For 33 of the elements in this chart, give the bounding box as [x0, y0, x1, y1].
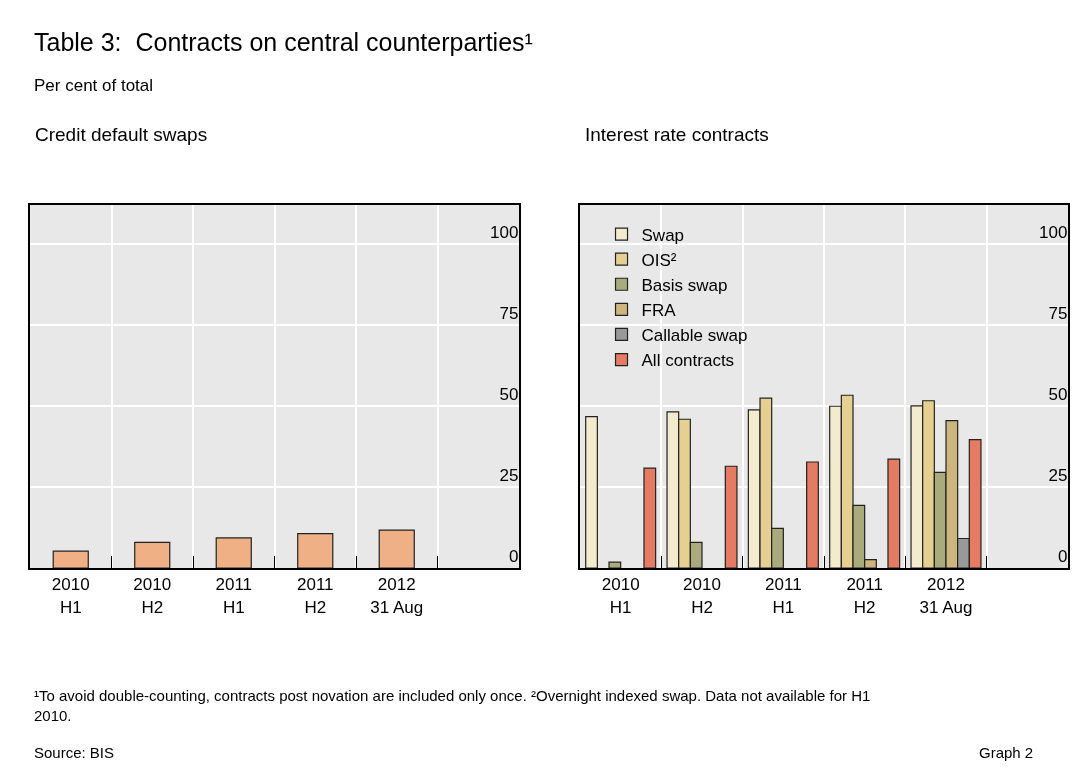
legend-label: Basis swap — [641, 275, 728, 295]
y-tick-label: 25 — [499, 466, 519, 486]
caption: Graph 2 — [979, 744, 1034, 761]
x-tick-label: 2011 H1 — [765, 575, 802, 617]
y-tick-label: 50 — [1048, 385, 1068, 404]
text: Per cent of total — [34, 76, 154, 95]
y-tick-label: 0 — [1057, 547, 1068, 567]
x-tick-label: 2011 H1 — [215, 575, 253, 617]
y-tick-label: 0 — [508, 547, 519, 567]
legend-label: Swap — [641, 225, 685, 245]
x-tick-label: 2012 31 Aug — [370, 575, 424, 617]
chart-title: Interest rate contracts — [585, 124, 769, 145]
legend-label: FRA — [641, 300, 677, 320]
x-tick-label: 2010 H2 — [683, 575, 721, 617]
source-note: Source: BIS — [34, 744, 115, 761]
caption: Table 3: Contracts on central counterparties¹ — [34, 28, 533, 56]
x-tick-label: 2011 H2 — [296, 575, 334, 617]
y-tick-label: 75 — [1048, 303, 1068, 323]
legend-label: All contracts — [641, 351, 735, 371]
y-tick-label: 100 — [1039, 222, 1068, 242]
y-tick-label: 100 — [490, 222, 519, 242]
x-tick-label: 2010 H1 — [51, 575, 90, 617]
text: ¹To avoid double-counting, contracts post novation are included only once. ²Overnight indexed swap. Data not available for H1 2010. — [34, 687, 871, 724]
legend-label: OIS² — [641, 250, 677, 270]
y-tick-label: 25 — [1048, 466, 1068, 486]
y-tick-label: 50 — [499, 385, 519, 404]
chart-title: Credit default swaps — [35, 124, 208, 145]
legend-label: Callable swap — [641, 326, 748, 346]
x-tick-label: 2010 H2 — [133, 575, 172, 617]
x-tick-label: 2011 H2 — [846, 575, 883, 617]
x-tick-label: 2010 H1 — [601, 575, 640, 617]
y-tick-label: 75 — [499, 303, 519, 323]
x-tick-label: 2012 31 Aug — [919, 575, 973, 617]
